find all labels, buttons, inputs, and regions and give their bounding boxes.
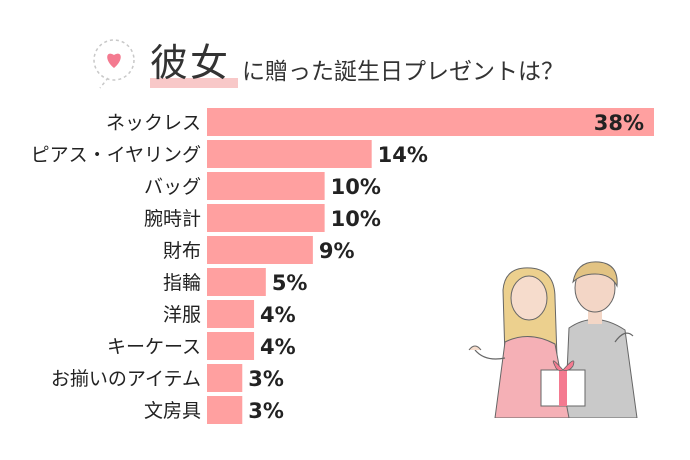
bar bbox=[207, 108, 654, 136]
bar bbox=[207, 332, 255, 360]
category-label: キーケース bbox=[107, 336, 201, 358]
value-label: 10% bbox=[331, 207, 381, 231]
value-label: 9% bbox=[319, 239, 355, 263]
category-label: ピアス・イヤリング bbox=[31, 144, 201, 166]
category-label: お揃いのアイテム bbox=[51, 368, 201, 390]
heart-bubble-icon bbox=[93, 39, 135, 89]
bar bbox=[207, 140, 372, 168]
value-label: 3% bbox=[248, 399, 284, 423]
bar bbox=[207, 172, 325, 200]
value-label: 10% bbox=[331, 175, 381, 199]
bar bbox=[207, 396, 243, 424]
bar bbox=[207, 236, 313, 264]
bar bbox=[207, 300, 255, 328]
title-text: に贈った誕生日プレゼントは？ bbox=[242, 59, 564, 85]
category-label: ネックレス bbox=[106, 112, 201, 134]
category-label: 財布 bbox=[163, 240, 201, 262]
category-label: 文房具 bbox=[144, 400, 201, 422]
category-label: バッグ bbox=[144, 176, 201, 198]
value-label: 14% bbox=[378, 143, 428, 167]
value-label: 38% bbox=[594, 111, 644, 135]
title-emphasis: 彼女 bbox=[150, 41, 231, 85]
bar bbox=[207, 364, 243, 392]
value-label: 5% bbox=[272, 271, 308, 295]
value-label: 4% bbox=[260, 303, 296, 327]
category-label: 腕時計 bbox=[144, 208, 201, 230]
value-label: 3% bbox=[248, 367, 284, 391]
bar bbox=[207, 268, 266, 296]
bar-chart: ネックレス 38% ピアス・イヤリング 14% バッグ 10% 腕時計 10% 財布 9% 指輪 5%… bbox=[31, 108, 654, 424]
value-label: 4% bbox=[260, 335, 296, 359]
couple-gift-illustration bbox=[468, 261, 638, 418]
category-label: 指輪 bbox=[163, 272, 201, 294]
bar bbox=[207, 204, 325, 232]
title-highlight bbox=[150, 78, 238, 88]
title-area: 彼女 に贈った誕生日プレゼントは？ bbox=[0, 0, 690, 100]
category-label: 洋服 bbox=[163, 304, 201, 326]
